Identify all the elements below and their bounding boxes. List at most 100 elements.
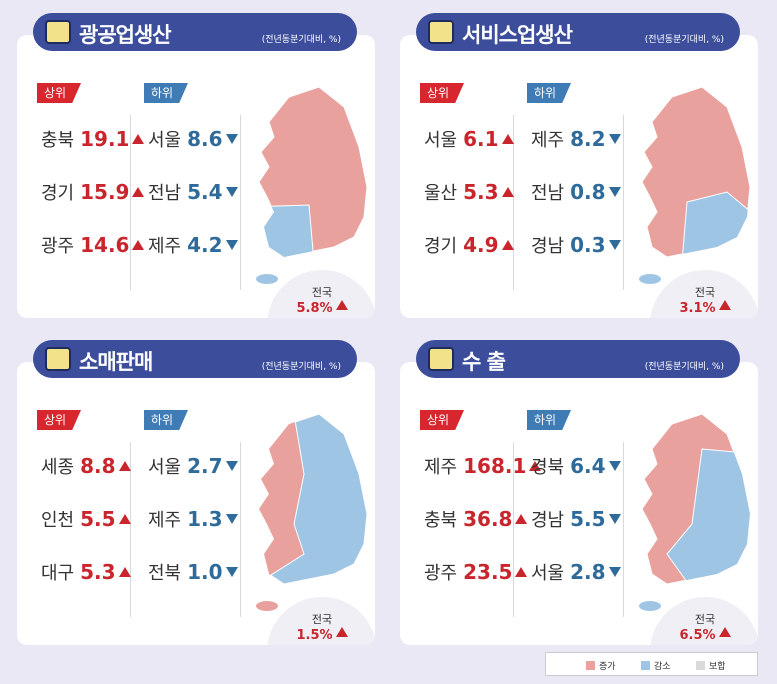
rank-tag: 상위 (420, 410, 464, 430)
header-icon (45, 347, 71, 371)
map (256, 414, 368, 611)
arrow-icon (118, 461, 131, 471)
rate: 0.8 (570, 180, 606, 204)
region: 경남 (531, 236, 565, 257)
arrow-icon (608, 514, 621, 524)
rank-row: 충북 36.8 (424, 506, 528, 532)
region: 서울 (531, 563, 565, 584)
panel-header: 수 출 (전년동분기대비, %) (416, 340, 740, 378)
rate: 4.2 (187, 233, 223, 257)
divider (240, 115, 241, 290)
arrow-icon (225, 514, 238, 524)
rank-row: 전남 5.4 (148, 179, 238, 205)
rank-row: 경기 15.9 (41, 179, 145, 205)
legend-item: 증가 (586, 659, 616, 672)
rank-row: 광주 23.5 (424, 559, 528, 585)
divider (130, 442, 131, 617)
rank-tag: 하위 (527, 410, 571, 430)
rate: 8.2 (570, 127, 606, 151)
divider (513, 442, 514, 617)
panel-note: (전년동분기대비, %) (261, 362, 341, 372)
rank-row: 경북 6.4 (531, 453, 621, 479)
region: 전북 (148, 563, 182, 584)
panel-title: 서비스업생산 (462, 23, 573, 47)
panel-note: (전년동분기대비, %) (644, 35, 724, 45)
national-value: 6.5% (679, 628, 716, 643)
panel-card: 상위 세종 8.8 인천 5.5 대구 5.3 하위 서울 2.7 제주 1.3 전북 1.0 전국 1.5% (17, 362, 375, 645)
legend-label: 보합 (709, 662, 726, 672)
rank-row: 제주 8.2 (531, 126, 621, 152)
arrow-icon (608, 187, 621, 197)
rate: 168.1 (463, 454, 527, 478)
national-label: 전국 (311, 613, 333, 626)
rank-row: 서울 6.1 (424, 126, 514, 152)
arrow-icon (608, 240, 621, 250)
national-label: 전국 (694, 613, 716, 626)
national-row: 5.8% (267, 300, 375, 316)
rate: 5.3 (80, 560, 116, 584)
rate: 14.6 (80, 233, 130, 257)
map (256, 87, 368, 284)
rank-tag: 상위 (37, 83, 81, 103)
rate: 5.4 (187, 180, 223, 204)
region: 제주 (424, 457, 458, 478)
region: 울산 (424, 183, 458, 204)
arrow-icon (529, 461, 542, 471)
rate: 36.8 (463, 507, 513, 531)
map-shape (256, 601, 278, 611)
region: 충북 (41, 130, 75, 151)
panel-title: 수 출 (462, 350, 506, 374)
national-value: 1.5% (296, 628, 333, 643)
panel-card: 상위 충북 19.1 경기 15.9 광주 14.6 하위 서울 8.6 전남 5.4 제주 4.2 전국 5… (17, 35, 375, 318)
region: 서울 (148, 130, 182, 151)
arrow-icon (225, 134, 238, 144)
region: 경북 (531, 457, 565, 478)
header-icon (45, 20, 71, 44)
region: 광주 (424, 563, 458, 584)
rate: 15.9 (80, 180, 130, 204)
panel-title: 광공업생산 (79, 23, 172, 47)
map (639, 414, 751, 611)
arrow-icon (225, 240, 238, 250)
region: 경기 (424, 236, 458, 257)
arrow-icon (132, 240, 145, 250)
arrow-icon (718, 300, 731, 310)
rank-tag: 하위 (144, 410, 188, 430)
region: 광주 (41, 236, 75, 257)
rate: 2.7 (187, 454, 223, 478)
rank-row: 세종 8.8 (41, 453, 131, 479)
region: 서울 (148, 457, 182, 478)
panel-note: (전년동분기대비, %) (644, 362, 724, 372)
header-icon (428, 20, 454, 44)
rank-row: 전남 0.8 (531, 179, 621, 205)
panel-title: 소매판매 (79, 350, 153, 374)
rank-row: 경기 4.9 (424, 232, 514, 258)
legend-swatch (641, 661, 650, 670)
region: 서울 (424, 130, 458, 151)
panel-header: 소매판매 (전년동분기대비, %) (33, 340, 357, 378)
map-shape (639, 601, 661, 611)
region: 세종 (41, 457, 75, 478)
rate: 2.8 (570, 560, 606, 584)
legend-swatch (586, 661, 595, 670)
map-shape (666, 448, 750, 584)
arrow-icon (118, 567, 131, 577)
arrow-icon (225, 461, 238, 471)
national-value: 5.8% (296, 301, 333, 316)
legend-item: 보합 (696, 659, 726, 672)
arrow-icon (335, 300, 348, 310)
legend-label: 감소 (654, 662, 671, 672)
arrow-icon (118, 514, 131, 524)
region: 전남 (531, 183, 565, 204)
panel-card: 상위 서울 6.1 울산 5.3 경기 4.9 하위 제주 8.2 전남 0.8 경남 0.3 전국 3.1% (400, 35, 758, 318)
rank-row: 광주 14.6 (41, 232, 145, 258)
arrow-icon (225, 187, 238, 197)
arrow-icon (608, 567, 621, 577)
map (639, 87, 751, 284)
rank-row: 경남 0.3 (531, 232, 621, 258)
rate: 5.3 (463, 180, 499, 204)
arrow-icon (608, 134, 621, 144)
divider (513, 115, 514, 290)
divider (623, 442, 624, 617)
